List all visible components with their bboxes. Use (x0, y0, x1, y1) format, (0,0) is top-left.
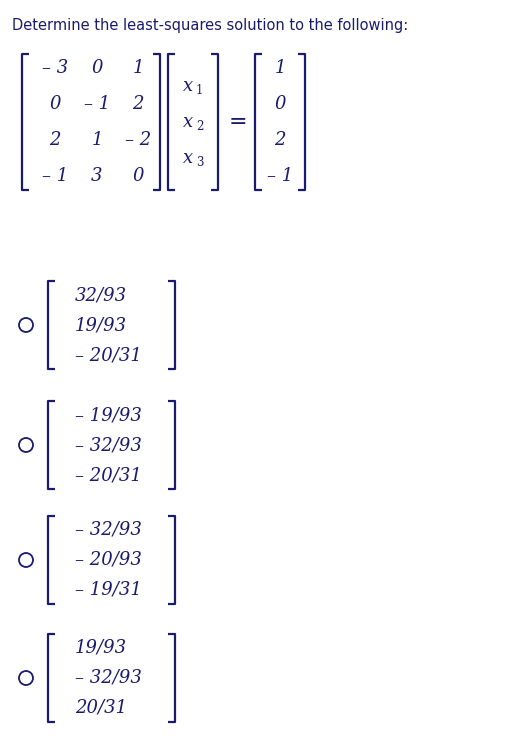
Text: – 1: – 1 (42, 167, 68, 185)
Text: – 20/31: – 20/31 (75, 466, 142, 484)
Text: 1: 1 (274, 59, 286, 77)
Text: =: = (229, 111, 247, 133)
Text: – 1: – 1 (267, 167, 293, 185)
Text: 2: 2 (132, 95, 144, 113)
Text: 1: 1 (91, 131, 103, 149)
Text: – 19/93: – 19/93 (75, 406, 142, 424)
Text: 0: 0 (49, 95, 61, 113)
Text: – 20/31: – 20/31 (75, 346, 142, 364)
Text: – 3: – 3 (42, 59, 68, 77)
Text: x: x (183, 77, 193, 95)
Text: 2: 2 (274, 131, 286, 149)
Text: – 32/93: – 32/93 (75, 436, 142, 454)
Text: x: x (183, 113, 193, 131)
Text: 1: 1 (132, 59, 144, 77)
Text: – 2: – 2 (125, 131, 151, 149)
Text: x: x (183, 149, 193, 167)
Text: – 32/93: – 32/93 (75, 521, 142, 539)
Text: 1: 1 (196, 84, 203, 97)
Text: – 32/93: – 32/93 (75, 669, 142, 687)
Text: 3: 3 (91, 167, 103, 185)
Text: – 19/31: – 19/31 (75, 581, 142, 599)
Text: Determine the least-squares solution to the following:: Determine the least-squares solution to … (12, 18, 408, 33)
Text: 0: 0 (91, 59, 103, 77)
Text: 32/93: 32/93 (75, 286, 127, 304)
Text: 2: 2 (196, 120, 203, 134)
Text: 2: 2 (49, 131, 61, 149)
Text: 20/31: 20/31 (75, 699, 127, 717)
Text: 19/93: 19/93 (75, 639, 127, 657)
Text: 0: 0 (274, 95, 286, 113)
Text: 0: 0 (132, 167, 144, 185)
Text: – 20/93: – 20/93 (75, 551, 142, 569)
Text: 3: 3 (196, 156, 203, 170)
Text: 19/93: 19/93 (75, 316, 127, 334)
Text: – 1: – 1 (84, 95, 110, 113)
